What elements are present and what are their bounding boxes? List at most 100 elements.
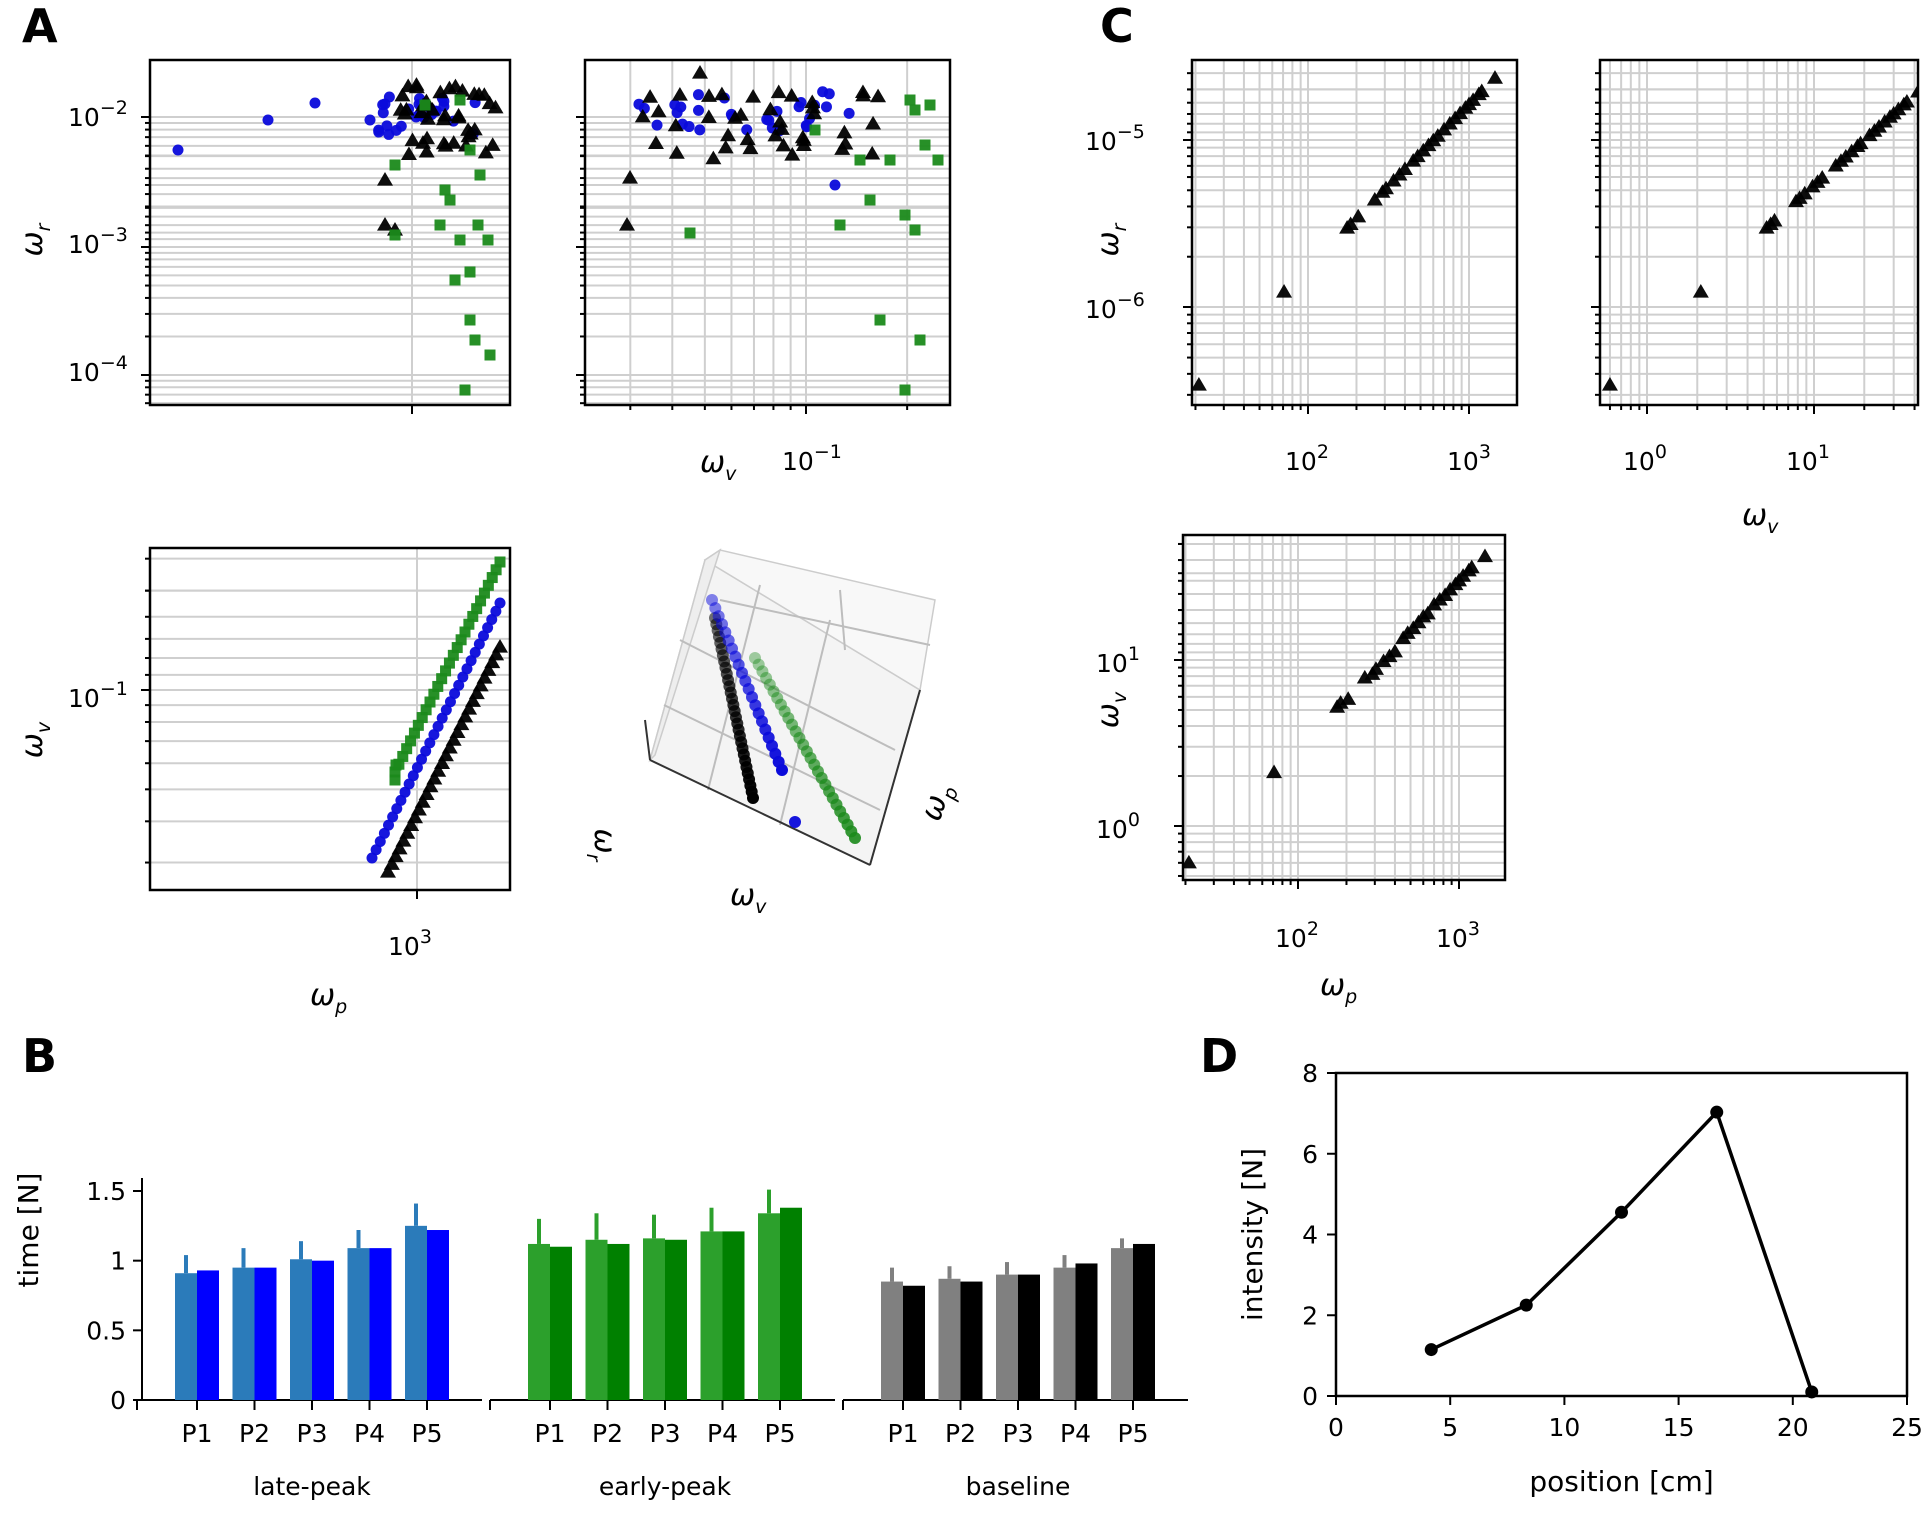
d-ytick-label: 2 [1302, 1301, 1318, 1330]
a2-baseline-point [727, 110, 744, 124]
b-xtick-label: P2 [945, 1419, 976, 1448]
c2-point [1766, 212, 1783, 227]
a1-early-point [459, 384, 471, 396]
b-bar-measured [585, 1239, 608, 1400]
c3-point [1386, 643, 1403, 658]
d-xtick-label: 10 [1548, 1413, 1580, 1442]
a3-early-point [447, 649, 459, 661]
a2-baseline-point [642, 89, 659, 103]
a3-baseline-point [418, 786, 435, 801]
a1-late-point [262, 114, 274, 126]
c3-point [1266, 764, 1283, 779]
panel-c-bottom: 101 100 102 103 ωv ωp [1091, 533, 1507, 1008]
c3-point [1356, 669, 1373, 684]
3d-label-r: ωr [582, 829, 622, 863]
a2-early-point [919, 139, 931, 151]
b-bar-measured [290, 1259, 312, 1400]
3d-label-v: ωv [730, 878, 767, 918]
d-xtick-label: 20 [1777, 1413, 1809, 1442]
panel-letter-b: B [22, 1029, 57, 1083]
a3-early-point [389, 774, 401, 786]
panel-a-top-right: 10−1 ωv [576, 58, 952, 485]
panel-letter-c: C [1100, 0, 1134, 53]
d-ytick-label: 4 [1302, 1221, 1318, 1250]
a3-late-point [440, 704, 452, 716]
panel-a3-ticks [141, 557, 418, 899]
c1-ytick-2: 10−6 [1085, 289, 1145, 324]
a2-baseline-point [784, 147, 801, 161]
panel-a3-grid [150, 548, 510, 890]
a3-early-point [428, 688, 440, 700]
a1-early-point [464, 144, 476, 156]
a3-early-point [471, 603, 483, 615]
c1-point [1486, 70, 1503, 84]
c1-xtick-1: 102 [1285, 441, 1329, 476]
a1-early-point [439, 184, 451, 196]
a3-baseline-point [449, 724, 466, 738]
a3-baseline-point [410, 801, 427, 816]
a1-baseline-point [404, 132, 421, 147]
a3-late-point [395, 794, 407, 806]
a2-baseline-point [772, 113, 789, 128]
panel-b-bars: 0 0.5 1 1.5 P1 P2 P3 P4 P5 late-peak P1 P2 P3 P4 P5 ear… [86, 1177, 1188, 1501]
a3-baseline-point [445, 732, 462, 746]
a1-baseline-point [394, 87, 411, 102]
a1-baseline-point [400, 146, 417, 160]
a1-early-point [389, 159, 401, 171]
panel-a1-ticks [141, 116, 413, 414]
a1-baseline-point [408, 77, 425, 91]
3d-axis-p [869, 689, 921, 866]
panel-letter-d: D [1200, 1029, 1238, 1083]
a2-late-point [694, 124, 706, 136]
b-bar-model [903, 1285, 925, 1400]
a3-early-point [389, 766, 401, 778]
a1-early-point [389, 229, 401, 241]
a1-baseline-point [471, 86, 488, 101]
b-bar-measured [175, 1273, 197, 1400]
a2-xtick-1: 10−1 [782, 441, 842, 476]
a3-baseline-point [407, 809, 424, 824]
panel-letter-a: A [22, 0, 58, 53]
a2-baseline-point [770, 84, 787, 99]
a2-baseline-point [804, 99, 821, 114]
a3-late-point [366, 852, 378, 864]
a2-baseline-point [622, 170, 638, 184]
a3-baseline-point [453, 716, 470, 731]
a2-early-point [874, 314, 886, 326]
a2-baseline-point [668, 145, 685, 159]
a1-baseline-point [445, 135, 462, 149]
a1-baseline-point [377, 217, 393, 231]
a2-early-point [884, 154, 896, 166]
3d-late-point [776, 764, 788, 776]
c3-xlabel: ωp [1320, 968, 1357, 1008]
b-xtick-label: P4 [707, 1419, 738, 1448]
a2-early-point [932, 154, 944, 166]
c2-point [1910, 84, 1918, 98]
a3-late-point [424, 737, 436, 749]
b-xtick-label: P4 [354, 1419, 385, 1448]
a3-baseline-point [464, 693, 481, 707]
a2-early-point [914, 334, 926, 346]
a3-early-point [424, 696, 436, 708]
a3-late-point [420, 745, 432, 757]
b-bar-model [1018, 1274, 1040, 1400]
a3-xtick-1: 103 [388, 926, 432, 961]
a1-baseline-point [418, 143, 435, 158]
a2-baseline-point [865, 115, 882, 130]
b-xtick-label: P1 [182, 1419, 213, 1448]
a3-early-point [436, 673, 448, 685]
b-xtick-label: P2 [239, 1419, 270, 1448]
a1-baseline-point [454, 83, 471, 97]
a2-baseline-point [619, 217, 635, 231]
b-bar-measured [881, 1281, 903, 1400]
a3-baseline-point [484, 654, 501, 669]
a3-early-point [390, 759, 402, 771]
panel-c3-frame [1181, 533, 1507, 882]
c1-point [1342, 216, 1359, 231]
c3-xtick-1: 102 [1275, 918, 1319, 953]
b-bar-model [665, 1239, 687, 1400]
a2-early-point [899, 209, 911, 221]
a3-early-point [451, 642, 463, 654]
a3-early-point [405, 735, 417, 747]
b-bar-model [369, 1248, 392, 1400]
